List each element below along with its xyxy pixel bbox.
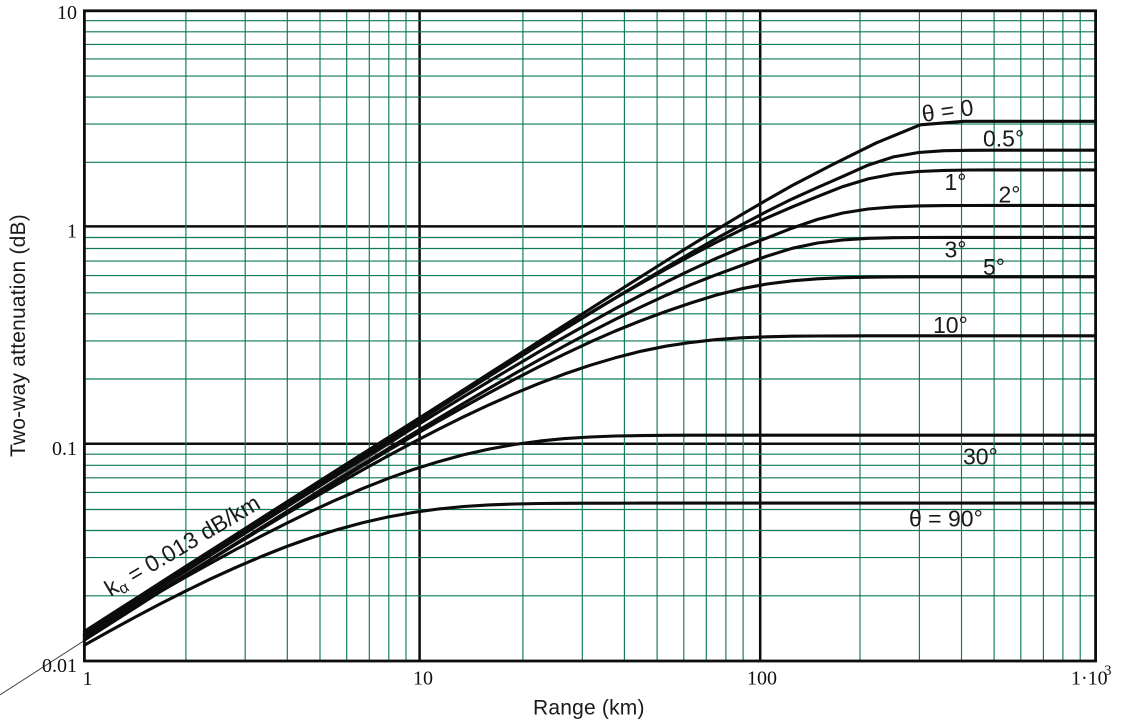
svg-text:3°: 3° — [945, 237, 967, 263]
svg-text:5°: 5° — [983, 254, 1005, 280]
svg-text:1°: 1° — [945, 169, 967, 195]
svg-text:2°: 2° — [999, 182, 1021, 208]
svg-text:10: 10 — [57, 2, 77, 24]
svg-text:0.5°: 0.5° — [983, 126, 1024, 152]
svg-text:10: 10 — [413, 668, 433, 690]
svg-text:Range (km): Range (km) — [533, 697, 645, 720]
svg-text:3: 3 — [1104, 663, 1112, 679]
svg-text:0.1: 0.1 — [52, 438, 77, 460]
svg-text:10°: 10° — [933, 312, 968, 338]
svg-text:1·10: 1·10 — [1071, 668, 1108, 690]
svg-text:θ = 90°: θ = 90° — [909, 505, 983, 531]
svg-text:100: 100 — [747, 668, 777, 690]
svg-text:0.01: 0.01 — [42, 655, 77, 677]
svg-text:1: 1 — [67, 221, 77, 243]
svg-text:1: 1 — [83, 668, 93, 690]
svg-text:Two-way attenuation (dB): Two-way attenuation (dB) — [7, 214, 30, 457]
svg-text:30°: 30° — [963, 443, 998, 469]
